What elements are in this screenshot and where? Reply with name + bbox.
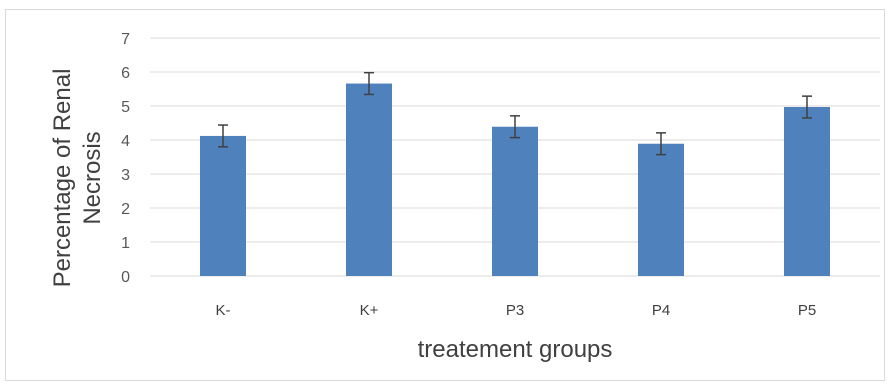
y-tick-label: 2 bbox=[121, 201, 130, 218]
bars bbox=[200, 83, 830, 277]
bar-K+ bbox=[346, 83, 392, 276]
x-axis-title: treatement groups bbox=[418, 336, 613, 363]
bar-P5 bbox=[784, 107, 830, 277]
x-tick-label-P3: P3 bbox=[506, 302, 524, 319]
bar-P3 bbox=[492, 126, 538, 277]
y-tick-label: 1 bbox=[121, 235, 130, 252]
x-tick-label-K-: K- bbox=[216, 302, 231, 319]
x-tick-label-P4: P4 bbox=[652, 302, 670, 319]
y-tick-label: 5 bbox=[121, 99, 130, 116]
chart-frame bbox=[5, 9, 885, 381]
error-bar-K+ bbox=[364, 71, 374, 96]
y-axis-title-line-2: Necrosis bbox=[79, 131, 106, 224]
bar-P4 bbox=[638, 143, 684, 276]
error-bar-P3 bbox=[510, 115, 520, 139]
y-tick-label: 6 bbox=[121, 65, 130, 82]
y-tick-label: 0 bbox=[121, 269, 130, 286]
x-tick-label-P5: P5 bbox=[798, 302, 816, 319]
error-bar-P4 bbox=[656, 132, 666, 156]
error-bars bbox=[218, 71, 812, 156]
bar-K- bbox=[200, 135, 246, 276]
x-tick-labels: K- K+ P3 P4 P5 bbox=[216, 302, 817, 319]
y-tick-label: 3 bbox=[121, 167, 130, 184]
y-axis-title-line-1: Percentage of Renal bbox=[49, 69, 76, 288]
y-tick-label: 7 bbox=[121, 31, 130, 48]
y-tick-label: 4 bbox=[121, 133, 130, 150]
x-tick-label-K+: K+ bbox=[360, 302, 379, 319]
y-tick-labels: 0 1 2 3 4 5 6 7 bbox=[121, 31, 130, 286]
error-bar-K- bbox=[218, 124, 228, 148]
error-bar-P5 bbox=[802, 95, 812, 119]
